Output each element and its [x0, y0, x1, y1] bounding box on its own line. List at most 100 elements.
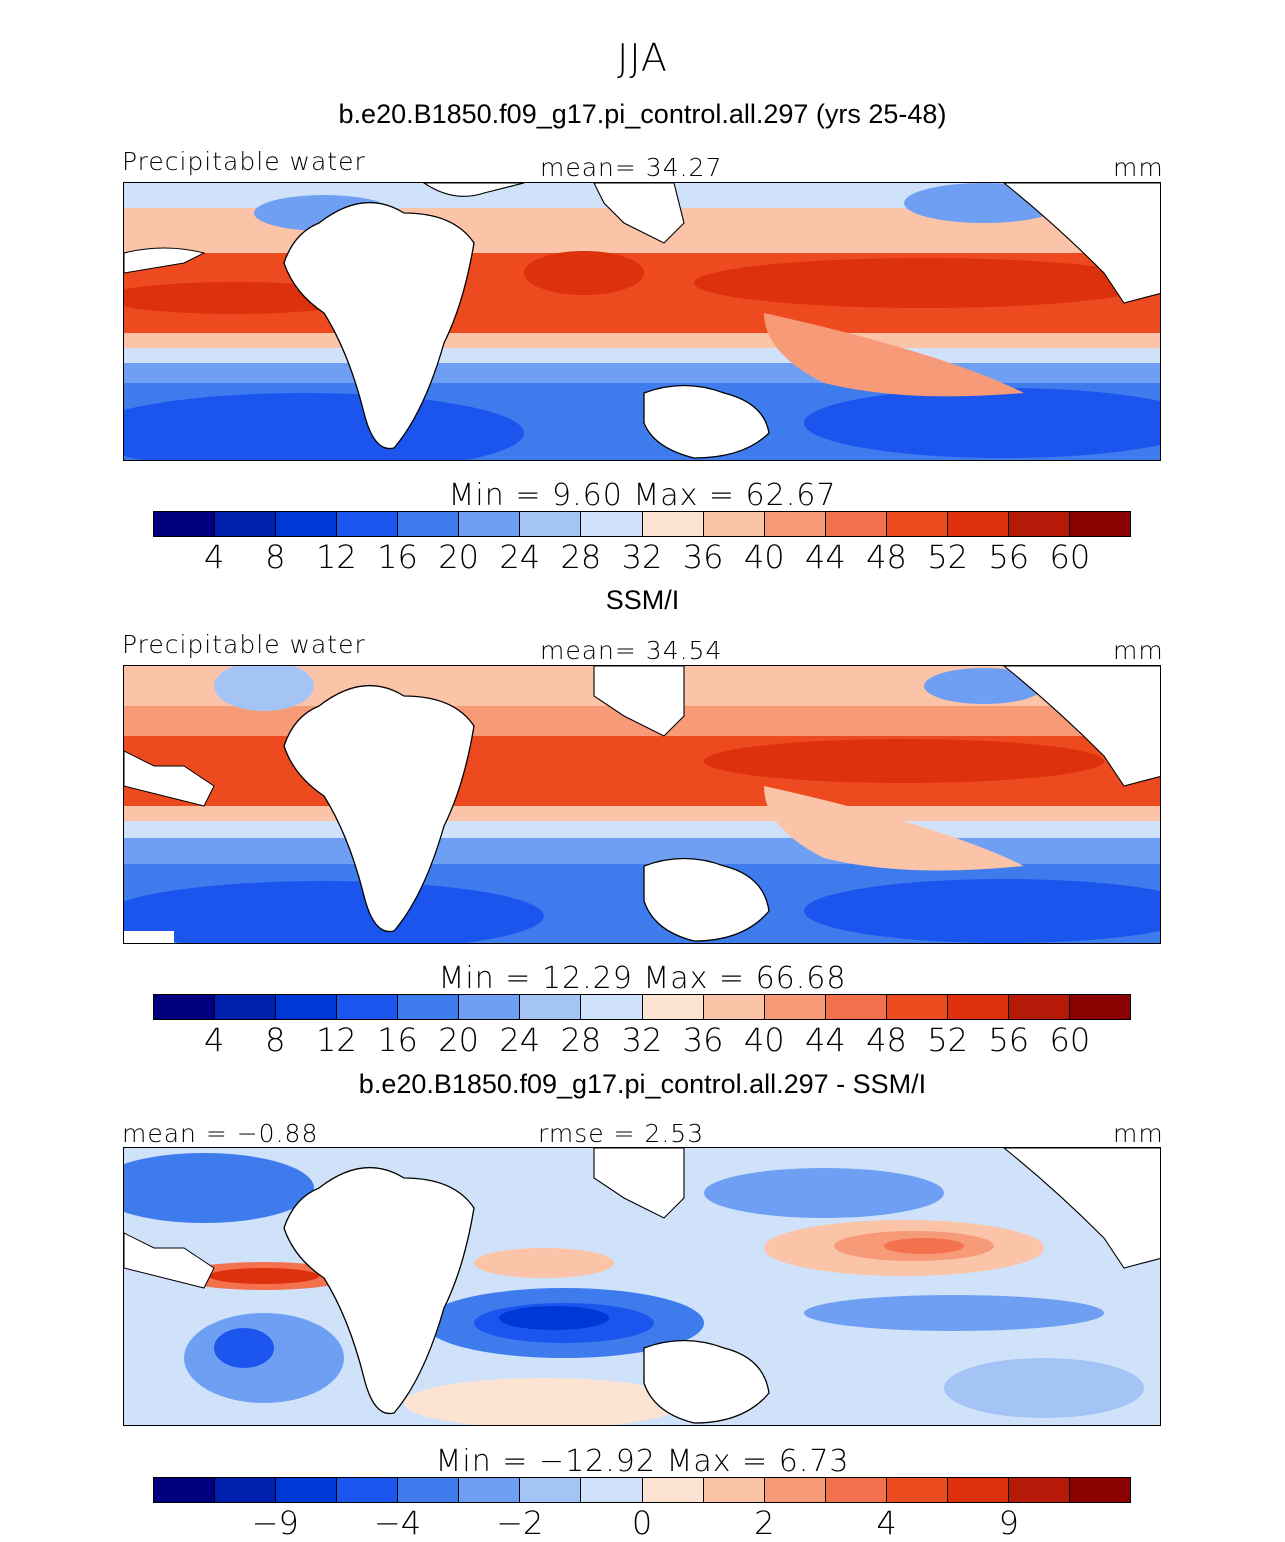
panel-1-title: b.e20.B1850.f09_g17.pi_control.all.297 (…	[338, 99, 947, 129]
colorbar-swatch	[947, 512, 1009, 536]
panel-2-title: SSM/I	[605, 585, 680, 615]
colorbar-swatch	[703, 1478, 765, 1502]
panel-2-minmax: Min = 12.29 Max = 66.68	[438, 961, 847, 996]
colorbar-tick-label: 36	[682, 1021, 724, 1059]
colorbar-swatch	[642, 995, 704, 1019]
colorbar-tick-label: 24	[499, 1021, 541, 1059]
colorbar-swatch	[642, 512, 704, 536]
colorbar-swatch	[581, 1478, 643, 1502]
colorbar-swatch	[459, 512, 521, 536]
colorbar-tick-label: 56	[988, 1021, 1030, 1059]
panel-3-colorbar-ticks: −9 −4 −2 0 2 4 9	[153, 1506, 1131, 1540]
colorbar-swatch	[581, 512, 643, 536]
panel-1-units-label: mm	[1113, 153, 1164, 182]
colorbar-swatch	[886, 1478, 948, 1502]
colorbar-swatch	[642, 1478, 704, 1502]
colorbar-tick-label: 36	[682, 538, 724, 576]
colorbar-swatch	[1008, 512, 1070, 536]
colorbar-tick-label: 2	[754, 1504, 775, 1542]
colorbar-swatch	[947, 1478, 1009, 1502]
panel-3-rmse-label: rmse = 2.53	[538, 1119, 705, 1148]
panel-3-minmax: Min = −12.92 Max = 6.73	[435, 1444, 850, 1479]
colorbar-swatch	[825, 1478, 887, 1502]
panel-1-variable-label: Precipitable water	[122, 147, 366, 176]
colorbar-swatch	[947, 995, 1009, 1019]
colorbar-tick-label: 12	[316, 1021, 357, 1059]
colorbar-tick-label: 52	[927, 1021, 968, 1059]
colorbar-tick-label: 0	[631, 1504, 653, 1542]
colorbar-swatch	[581, 995, 643, 1019]
panel-3-title: b.e20.B1850.f09_g17.pi_control.all.297 -…	[358, 1069, 927, 1099]
panel-3-units-label: mm	[1113, 1119, 1164, 1148]
colorbar-swatch	[459, 995, 521, 1019]
colorbar-tick-label: 20	[438, 1021, 479, 1059]
panel-2-units-label: mm	[1113, 636, 1164, 665]
colorbar-swatch	[154, 1478, 216, 1502]
colorbar-tick-label: 56	[988, 538, 1030, 576]
colorbar-swatch	[825, 512, 887, 536]
colorbar-tick-label: 60	[1049, 1021, 1091, 1059]
colorbar-swatch	[398, 1478, 460, 1502]
colorbar-swatch	[215, 512, 277, 536]
colorbar-swatch	[1069, 995, 1130, 1019]
season-title: JJA	[617, 36, 668, 80]
colorbar-swatch	[520, 995, 582, 1019]
colorbar-tick-label: 4	[203, 538, 225, 576]
panel-3-map	[123, 1147, 1161, 1426]
colorbar-swatch	[398, 512, 460, 536]
panel-2-map	[123, 665, 1161, 944]
colorbar-tick-label: 16	[377, 538, 418, 576]
colorbar-tick-label: 40	[743, 1021, 785, 1059]
colorbar-swatch	[520, 1478, 582, 1502]
colorbar-tick-label: 28	[560, 1021, 602, 1059]
colorbar-tick-label: 32	[621, 538, 663, 576]
colorbar-swatch	[276, 512, 338, 536]
colorbar-swatch	[337, 995, 399, 1019]
colorbar-tick-label: 48	[866, 538, 907, 576]
colorbar-swatch	[703, 995, 765, 1019]
colorbar-tick-label: 24	[499, 538, 541, 576]
colorbar-tick-label: 20	[438, 538, 479, 576]
panel-1-mean-label: mean= 34.27	[540, 153, 723, 182]
colorbar-tick-label: 9	[998, 1504, 1019, 1542]
colorbar-swatch	[1069, 512, 1130, 536]
colorbar-tick-label: 8	[265, 1021, 286, 1059]
panel-1-minmax: Min = 9.60 Max = 62.67	[448, 478, 837, 513]
colorbar-swatch	[1008, 995, 1070, 1019]
colorbar-tick-label: 28	[560, 538, 602, 576]
colorbar-tick-label: 40	[743, 538, 785, 576]
colorbar-tick-label: 4	[876, 1504, 897, 1542]
colorbar-swatch	[1069, 1478, 1130, 1502]
colorbar-tick-label: 44	[805, 1021, 846, 1059]
colorbar-swatch	[276, 995, 338, 1019]
colorbar-swatch	[459, 1478, 521, 1502]
panel-2-variable-label: Precipitable water	[122, 630, 366, 659]
colorbar-tick-label: 8	[265, 538, 286, 576]
colorbar-tick-label: −2	[496, 1504, 544, 1542]
panel-1-map	[123, 182, 1161, 461]
colorbar-tick-label: −4	[373, 1504, 422, 1542]
colorbar-swatch	[215, 1478, 277, 1502]
colorbar-swatch	[886, 512, 948, 536]
panel-2-mean-label: mean= 34.54	[540, 636, 723, 665]
colorbar-swatch	[764, 995, 826, 1019]
colorbar-swatch	[398, 995, 460, 1019]
colorbar-swatch	[154, 995, 216, 1019]
colorbar-swatch	[154, 512, 216, 536]
colorbar-swatch	[337, 1478, 399, 1502]
colorbar-swatch	[276, 1478, 338, 1502]
colorbar-tick-label: 12	[316, 538, 357, 576]
colorbar-swatch	[764, 512, 826, 536]
colorbar-swatch	[825, 995, 887, 1019]
panel-2-colorbar-ticks: 4 8 12 16 20 24 28 32 36 40 44 48 52 56 60	[153, 1023, 1131, 1057]
colorbar-tick-label: 16	[377, 1021, 418, 1059]
colorbar-tick-label: 52	[927, 538, 968, 576]
colorbar-tick-label: 32	[621, 1021, 663, 1059]
panel-1-colorbar	[153, 511, 1131, 537]
panel-3-colorbar	[153, 1477, 1131, 1503]
colorbar-swatch	[520, 512, 582, 536]
colorbar-swatch	[764, 1478, 826, 1502]
panel-1-colorbar-ticks: 4 8 12 16 20 24 28 32 36 40 44 48 52 56 60	[153, 540, 1131, 574]
colorbar-tick-label: −9	[251, 1504, 299, 1542]
panel-3-mean-label: mean = −0.88	[122, 1119, 319, 1148]
